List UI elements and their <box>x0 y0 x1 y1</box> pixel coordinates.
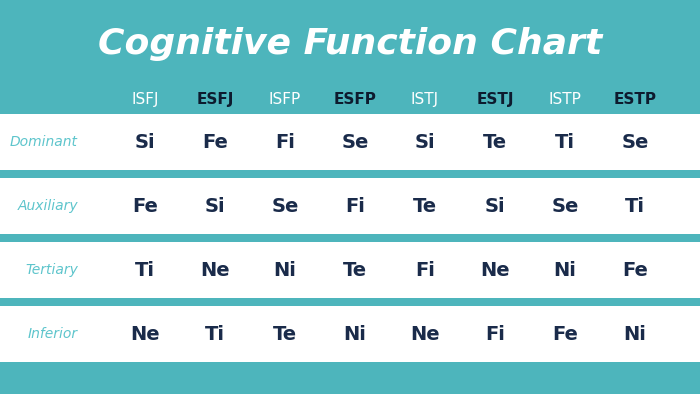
Text: Ni: Ni <box>624 325 646 344</box>
Text: Te: Te <box>343 260 367 279</box>
Text: Ni: Ni <box>274 260 296 279</box>
Text: ESFJ: ESFJ <box>196 91 234 106</box>
Text: Si: Si <box>204 197 225 216</box>
Text: ISTJ: ISTJ <box>411 91 439 106</box>
Text: Fe: Fe <box>622 260 648 279</box>
Text: Te: Te <box>483 132 507 152</box>
Text: Dominant: Dominant <box>10 135 78 149</box>
Text: Inferior: Inferior <box>28 327 78 341</box>
Text: Ne: Ne <box>480 260 510 279</box>
Bar <box>0 170 700 178</box>
Text: Fi: Fi <box>485 325 505 344</box>
Text: Ne: Ne <box>130 325 160 344</box>
Text: ESTP: ESTP <box>613 91 657 106</box>
Text: Si: Si <box>484 197 505 216</box>
Bar <box>0 298 700 306</box>
Text: Ne: Ne <box>200 260 230 279</box>
Bar <box>0 114 700 170</box>
Bar <box>0 306 700 362</box>
Text: Ti: Ti <box>555 132 575 152</box>
Text: Si: Si <box>414 132 435 152</box>
Text: Ti: Ti <box>625 197 645 216</box>
Text: Fi: Fi <box>345 197 365 216</box>
Text: Auxiliary: Auxiliary <box>18 199 78 213</box>
Text: Fe: Fe <box>132 197 158 216</box>
Text: Te: Te <box>273 325 297 344</box>
Text: Ni: Ni <box>554 260 576 279</box>
Text: ESFP: ESFP <box>334 91 377 106</box>
Text: Se: Se <box>622 132 649 152</box>
Bar <box>0 234 700 242</box>
Text: Se: Se <box>342 132 369 152</box>
Text: Fi: Fi <box>415 260 435 279</box>
Text: Ti: Ti <box>205 325 225 344</box>
Text: Fi: Fi <box>275 132 295 152</box>
Text: ESTJ: ESTJ <box>476 91 514 106</box>
Text: Ni: Ni <box>344 325 366 344</box>
Text: Te: Te <box>413 197 437 216</box>
Text: Ne: Ne <box>410 325 440 344</box>
Text: Fe: Fe <box>202 132 228 152</box>
Text: Se: Se <box>272 197 299 216</box>
Text: Si: Si <box>134 132 155 152</box>
Bar <box>0 178 700 234</box>
Text: Ti: Ti <box>135 260 155 279</box>
Text: ISTP: ISTP <box>549 91 582 106</box>
Text: Cognitive Function Chart: Cognitive Function Chart <box>98 27 602 61</box>
Text: Fe: Fe <box>552 325 578 344</box>
Text: Se: Se <box>552 197 579 216</box>
Text: ISFJ: ISFJ <box>132 91 159 106</box>
Text: Tertiary: Tertiary <box>25 263 78 277</box>
Bar <box>0 242 700 298</box>
Text: ISFP: ISFP <box>269 91 301 106</box>
